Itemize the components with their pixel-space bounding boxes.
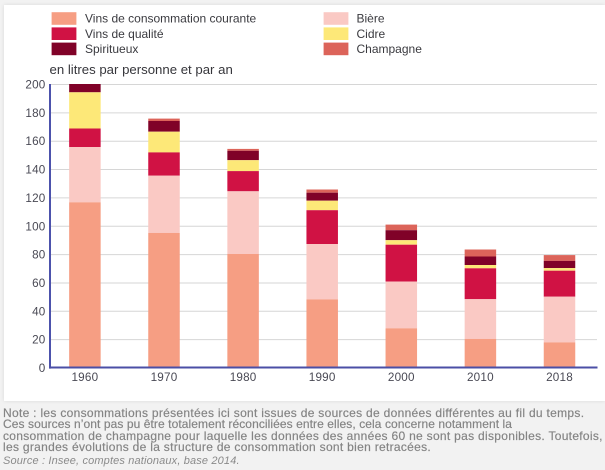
svg-text:200: 200 [25, 79, 45, 92]
svg-text:120: 120 [25, 192, 45, 205]
svg-text:100: 100 [25, 220, 45, 233]
svg-text:1980: 1980 [230, 371, 257, 384]
svg-text:60: 60 [32, 277, 46, 290]
svg-text:1990: 1990 [309, 371, 336, 384]
svg-text:40: 40 [32, 305, 46, 318]
svg-text:Spiritueux: Spiritueux [85, 42, 138, 56]
svg-text:180: 180 [25, 107, 45, 120]
svg-text:2010: 2010 [467, 371, 494, 384]
svg-text:1960: 1960 [71, 371, 98, 384]
svg-text:2018: 2018 [546, 371, 573, 384]
svg-text:160: 160 [25, 135, 45, 148]
svg-text:Vins de consommation courante: Vins de consommation courante [85, 12, 257, 26]
svg-text:2000: 2000 [388, 371, 415, 384]
svg-text:80: 80 [32, 249, 46, 262]
svg-text:1970: 1970 [151, 371, 178, 384]
svg-text:en litres par personne et par: en litres par personne et par an [50, 62, 233, 77]
svg-text:140: 140 [25, 164, 45, 177]
svg-text:0: 0 [39, 362, 46, 375]
svg-text:Champagne: Champagne [357, 42, 423, 56]
svg-text:Bière: Bière [357, 12, 385, 26]
svg-text:20: 20 [32, 334, 46, 347]
svg-text:Cidre: Cidre [357, 27, 386, 41]
svg-text:Vins de qualité: Vins de qualité [85, 27, 164, 41]
